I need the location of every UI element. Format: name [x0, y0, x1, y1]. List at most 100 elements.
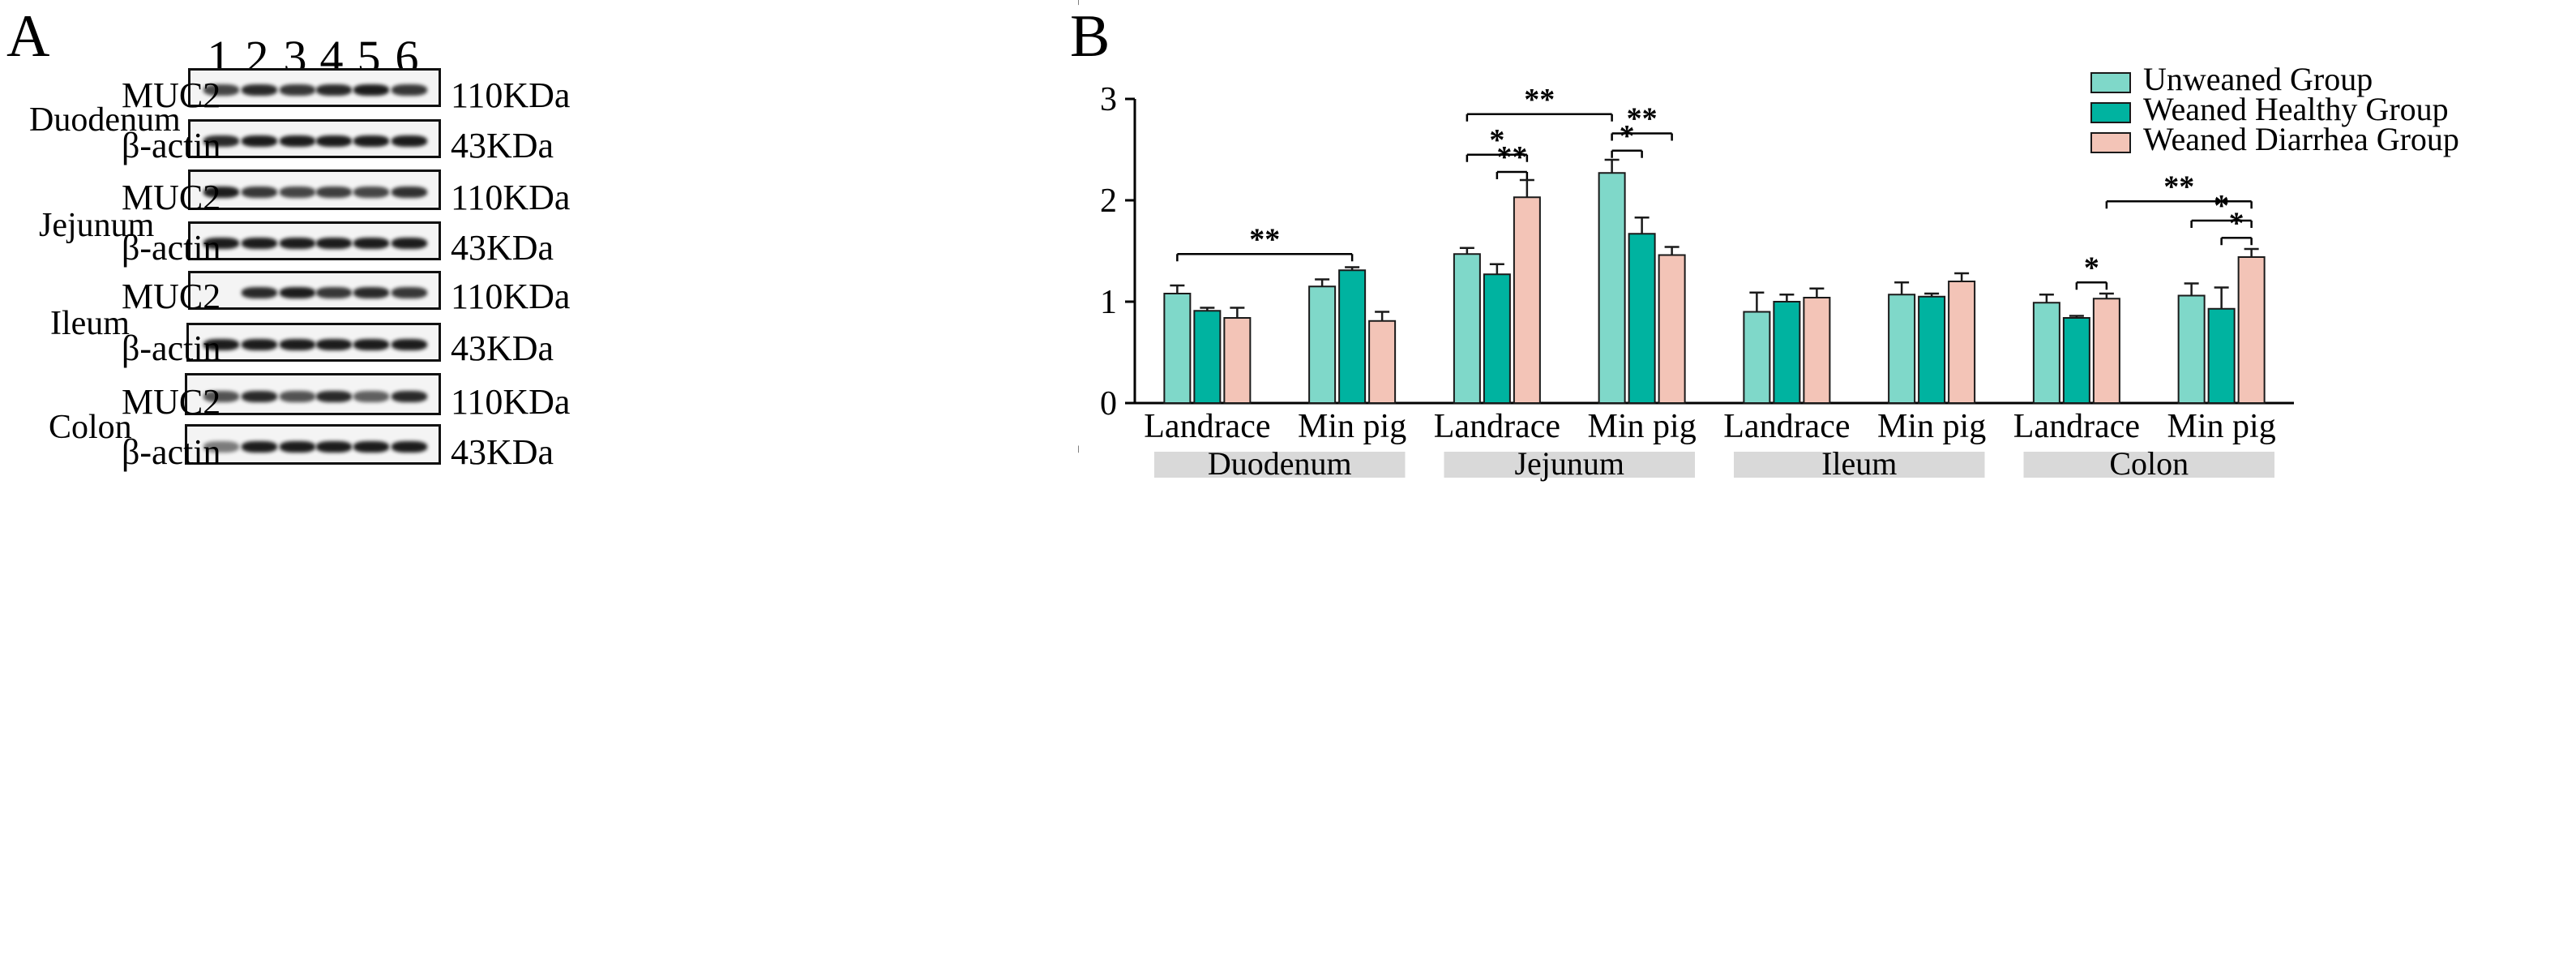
- ileum-muc2-blot: [188, 271, 441, 310]
- blot-band: [353, 339, 389, 350]
- blot-band: [242, 187, 277, 198]
- y-tick-label: 2: [1100, 182, 1117, 220]
- bar: [1163, 293, 1192, 404]
- tissue-group-box: [1734, 452, 1985, 478]
- bar: [1628, 233, 1656, 404]
- significance-label: **: [1249, 222, 1280, 256]
- x-category-label: Landrace: [2013, 408, 2140, 445]
- bar: [1483, 273, 1511, 404]
- colon-actin-kda: 43KDa: [451, 432, 554, 472]
- bar: [1948, 281, 1976, 404]
- significance-label: *: [1620, 119, 1635, 153]
- tissue-group-box: [1444, 452, 1695, 478]
- bar: [2062, 317, 2090, 404]
- blot-band: [203, 187, 239, 198]
- blot-band: [353, 441, 389, 453]
- bar-chart: 0 1 2 3 relative expression level of intesti…: [1078, 0, 2459, 590]
- ileum-muc2-kda: 110KDa: [451, 277, 571, 316]
- blot-band: [316, 441, 352, 453]
- y-tick-label: 1: [1100, 284, 1117, 321]
- blot-band: [280, 84, 315, 96]
- bar: [1773, 301, 1801, 404]
- jejunum-muc2-blot: [188, 169, 441, 210]
- tissue-group-label: Ileum: [1821, 445, 1897, 482]
- y-tick-label: 3: [1100, 81, 1117, 118]
- blot-band: [353, 187, 389, 198]
- significance-label: *: [2214, 189, 2229, 223]
- blot-band: [280, 135, 315, 147]
- bar: [2177, 294, 2206, 404]
- blot-band: [203, 135, 239, 147]
- blot-band: [316, 135, 352, 147]
- jejunum-actin-label: β-actin: [122, 228, 221, 268]
- bar: [1368, 320, 1397, 404]
- blot-band: [353, 391, 389, 402]
- tissue-group-box: [2023, 452, 2274, 478]
- blot-band: [353, 135, 389, 147]
- bar: [1513, 196, 1541, 404]
- blot-band: [242, 391, 277, 402]
- blot-band: [316, 287, 352, 298]
- legend-label: Weaned Diarrhea Group: [2143, 121, 2459, 157]
- colon-muc2-label: MUC2: [122, 382, 221, 422]
- blot-band: [280, 391, 315, 402]
- blot-band: [280, 287, 315, 298]
- bar: [1453, 253, 1481, 404]
- x-category-label: Min pig: [1588, 408, 1697, 445]
- blot-band: [280, 238, 315, 249]
- blot-band: [392, 135, 427, 147]
- legend-swatch: [2090, 102, 2131, 123]
- duodenum-muc2-label: MUC2: [122, 75, 221, 115]
- legend-swatch: [2090, 132, 2131, 153]
- blot-band: [203, 441, 239, 453]
- western-blot-panel: A 1 2 3 4 5 6 MUC2 110KDa Duodenum β-act…: [0, 0, 1078, 961]
- legend-label: Weaned Healthy Group: [2143, 91, 2449, 127]
- colon-actin-label: β-actin: [122, 432, 221, 472]
- tissue-group-label: Jejunum: [1514, 445, 1624, 482]
- bar: [1918, 295, 1946, 404]
- x-category-label: Landrace: [1723, 408, 1850, 445]
- panel-a-letter: A: [6, 3, 50, 70]
- blot-band: [242, 287, 277, 298]
- blot-band: [392, 391, 427, 402]
- jejunum-muc2-kda: 110KDa: [451, 178, 571, 217]
- significance-label: *: [1489, 123, 1504, 157]
- tissue-label-ileum: Ileum: [50, 305, 130, 342]
- bar: [1658, 254, 1686, 404]
- tissue-label-duodenum: Duodenum: [29, 101, 181, 139]
- ileum-muc2-label: MUC2: [122, 277, 221, 316]
- blot-band: [203, 339, 239, 350]
- blot-band: [353, 238, 389, 249]
- x-category-label: Min pig: [2167, 408, 2276, 445]
- blot-band: [280, 441, 315, 453]
- bar: [1308, 285, 1337, 404]
- bar: [1193, 310, 1222, 404]
- blot-band: [392, 187, 427, 198]
- blot-band: [353, 84, 389, 96]
- panel-b-letter: B: [1070, 3, 1110, 70]
- bar: [2092, 298, 2120, 404]
- blot-band: [242, 441, 277, 453]
- blot-band: [316, 391, 352, 402]
- jejunum-actin-blot: [188, 221, 441, 260]
- blot-band: [316, 339, 352, 350]
- bar: [1598, 172, 1626, 404]
- significance-label: *: [2229, 206, 2244, 240]
- tissue-group-box: [1154, 452, 1406, 478]
- bar: [2032, 302, 2060, 404]
- duodenum-muc2-kda: 110KDa: [451, 75, 571, 115]
- legend-label: Unweaned Group: [2143, 61, 2373, 97]
- x-category-label: Min pig: [1298, 408, 1406, 445]
- jejunum-actin-kda: 43KDa: [451, 228, 554, 268]
- blot-band: [203, 238, 239, 249]
- bar: [1338, 269, 1367, 404]
- significance-label: **: [1524, 83, 1555, 117]
- y-tick-label: 0: [1100, 385, 1117, 423]
- tissue-group-label: Colon: [2109, 445, 2189, 482]
- ileum-actin-kda: 43KDa: [451, 328, 554, 368]
- blot-band: [316, 84, 352, 96]
- blot-band: [203, 391, 239, 402]
- significance-label: **: [2163, 169, 2194, 204]
- significance-label: **: [1627, 102, 1658, 136]
- colon-muc2-blot: [185, 373, 441, 415]
